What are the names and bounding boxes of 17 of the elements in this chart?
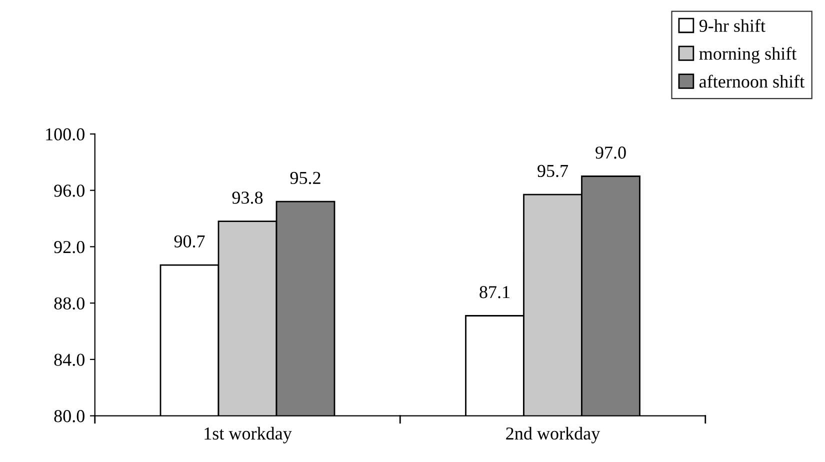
y-tick-label: 100.0 (46, 128, 84, 140)
legend-label: afternoon shift (699, 74, 805, 88)
x-tick-label: 1st workday (204, 426, 292, 444)
legend-label: morning shift (699, 46, 797, 64)
y-tick-label: 92.0 (54, 240, 84, 254)
data-label: 90.7 (174, 235, 205, 248)
data-label: 95.7 (538, 164, 568, 178)
y-tick-label: 96.0 (54, 184, 84, 197)
y-tick-label: 80.0 (54, 410, 84, 422)
x-tick-label: 2nd workday (506, 426, 600, 444)
y-tick-label: 84.0 (54, 354, 84, 366)
data-label: 87.1 (480, 286, 510, 298)
data-label: 97.0 (596, 146, 626, 159)
legend-label: 9-hr shift (699, 19, 766, 32)
data-label: 93.8 (232, 192, 263, 204)
data-label: 95.2 (290, 172, 320, 184)
y-tick-label: 88.0 (54, 297, 84, 310)
